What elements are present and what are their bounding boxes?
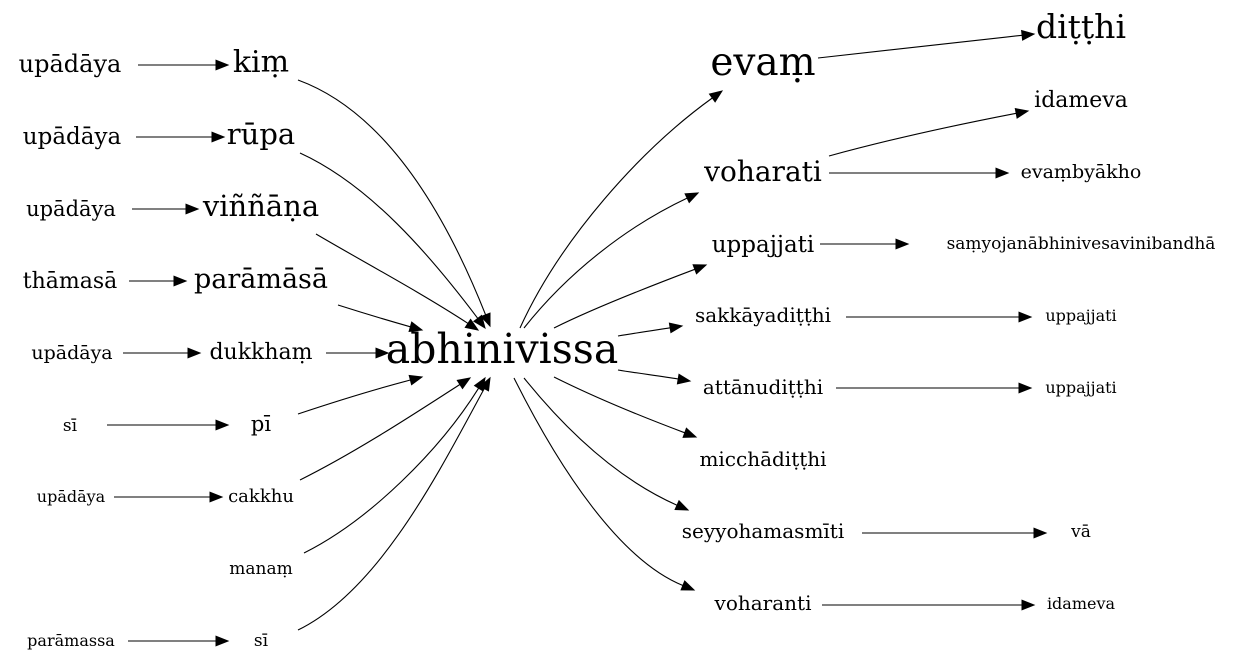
- arrowhead-icon: [680, 580, 696, 591]
- arrowhead-icon: [682, 427, 698, 438]
- arrowhead-icon: [692, 264, 708, 275]
- arrowhead-icon: [215, 59, 230, 71]
- node-vinnana: viññāṇa: [202, 189, 319, 223]
- node-thamasa: thāmasā: [23, 269, 118, 294]
- node-upadaya-4: upādāya: [31, 342, 112, 364]
- node-voharati: voharati: [703, 155, 822, 188]
- arrowhead-icon: [1021, 29, 1036, 41]
- arrowhead-icon: [479, 376, 491, 392]
- arrowhead-icon: [1018, 311, 1033, 323]
- edge-n12-to-center: [297, 379, 411, 415]
- node-paramassa: parāmassa: [27, 631, 115, 650]
- arrowhead-icon: [480, 312, 491, 328]
- edge-center-to-m12: [553, 376, 685, 434]
- node-seyyohamasmiti: seyyohamasmīti: [682, 519, 845, 543]
- arrowhead-icon: [1014, 107, 1030, 119]
- node-ditthi: diṭṭhi: [1036, 7, 1126, 46]
- arrowhead-icon: [995, 167, 1010, 179]
- arrowhead-icon: [684, 192, 700, 204]
- arrowhead-icon: [464, 318, 480, 331]
- node-kim: kiṃ: [233, 45, 289, 80]
- edge-center-to-m08: [617, 327, 671, 337]
- edge-m01-to-m02: [817, 34, 1023, 59]
- arrowhead-icon: [215, 419, 230, 431]
- arrowhead-icon: [375, 347, 390, 359]
- arrowhead-icon: [1021, 599, 1036, 611]
- node-uppajjati-2: uppajjati: [1045, 306, 1116, 325]
- edge-n06-to-center: [315, 233, 469, 324]
- arrowhead-icon: [185, 203, 200, 215]
- node-upadaya-1: upādāya: [19, 50, 122, 78]
- arrowhead-icon: [408, 374, 424, 386]
- node-samyojana: saṃyojanābhinivesavinibandhā: [947, 234, 1216, 254]
- edge-center-to-m01: [519, 97, 713, 329]
- node-pi: pī: [251, 412, 271, 436]
- node-attanuditthi: attānudiṭṭhi: [703, 375, 823, 399]
- graph-edges: [106, 29, 1048, 647]
- edge-center-to-m04: [523, 197, 688, 329]
- edge-n15-to-center: [303, 387, 480, 554]
- node-va: vā: [1070, 522, 1091, 542]
- arrowhead-icon: [209, 491, 224, 503]
- node-voharanti: voharanti: [714, 591, 812, 615]
- arrowhead-icon: [674, 499, 690, 511]
- node-dukkham: dukkhaṃ: [209, 340, 312, 365]
- edge-n08-to-center: [337, 304, 411, 328]
- node-upadaya-2: upādāya: [23, 124, 122, 150]
- node-evambyakho: evaṃbyākho: [1021, 161, 1142, 183]
- edge-n02-to-center: [297, 79, 487, 316]
- arrowhead-icon: [668, 322, 684, 334]
- arrowhead-icon: [456, 377, 472, 390]
- node-rupa: rūpa: [227, 117, 295, 151]
- arrowhead-icon: [1018, 382, 1033, 394]
- arrowhead-icon: [473, 314, 486, 330]
- node-abhinivissa: abhinivissa: [386, 325, 619, 373]
- node-sakkayaditthi: sakkāyadiṭṭhi: [695, 303, 831, 327]
- node-idameva-1: idameva: [1034, 88, 1128, 113]
- edge-n14-to-center: [299, 384, 461, 481]
- node-manam: manaṃ: [229, 559, 292, 579]
- node-cakkhu: cakkhu: [228, 486, 294, 507]
- node-paramasa: parāmāsā: [194, 264, 328, 295]
- node-uppajjati-3: uppajjati: [1045, 378, 1116, 397]
- node-micchaditthi: micchādiṭṭhi: [699, 447, 826, 471]
- arrowhead-icon: [676, 373, 692, 385]
- edge-m04-to-m03: [828, 112, 1017, 157]
- edge-center-to-m10: [617, 369, 679, 380]
- node-upadaya-3: upādāya: [26, 197, 116, 221]
- node-idameva-2: idameva: [1047, 594, 1116, 613]
- arrowhead-icon: [1033, 527, 1048, 539]
- node-si-1: sī: [63, 416, 78, 436]
- node-si-2: sī: [254, 631, 269, 651]
- arrowhead-icon: [408, 321, 424, 332]
- node-upadaya-5: upādāya: [37, 487, 106, 506]
- edge-center-to-m15: [513, 377, 684, 587]
- arrowhead-icon: [173, 275, 188, 287]
- edge-n17-to-center: [297, 388, 485, 631]
- graph-nodes: upādāya upādāya upādāya thāmasā upādāya …: [19, 7, 1216, 651]
- arrowhead-icon: [211, 131, 226, 143]
- edge-center-to-m13: [523, 377, 678, 506]
- node-uppajjati-1: uppajjati: [712, 232, 815, 258]
- arrowhead-icon: [895, 238, 910, 250]
- edge-center-to-m06: [553, 268, 695, 329]
- arrowhead-icon: [708, 90, 724, 103]
- edge-n04-to-center: [299, 152, 479, 319]
- arrowhead-icon: [187, 347, 202, 359]
- arrowhead-icon: [215, 635, 230, 647]
- node-evam: evaṃ: [710, 40, 815, 85]
